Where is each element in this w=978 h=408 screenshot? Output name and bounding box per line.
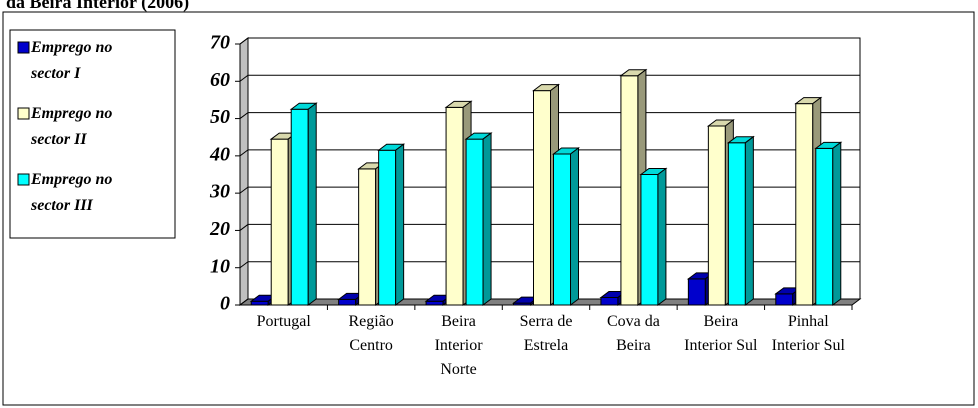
bar — [726, 135, 755, 306]
legend-entry: Emprego no sector I — [31, 39, 113, 82]
x-tick-label: Pinhal Interior Sul — [771, 313, 845, 354]
bar-face — [358, 168, 377, 306]
bar-face — [727, 142, 746, 306]
bar-face — [620, 75, 639, 306]
grid-line — [239, 74, 860, 82]
y-tick-label: 50 — [210, 106, 230, 128]
chart-title: da Beira Interior (2006) — [6, 0, 190, 12]
bar — [377, 143, 406, 306]
x-tick-label: Beira Interior Norte — [434, 313, 483, 378]
grid-line — [239, 37, 860, 45]
bar-face — [338, 298, 357, 306]
legend-entry: Emprego no sector II — [31, 105, 113, 148]
legend-swatch — [17, 107, 30, 120]
legend-entry: Emprego no sector III — [31, 171, 113, 214]
bar-face — [815, 147, 834, 306]
bar-face — [307, 102, 317, 306]
bar-face — [795, 103, 814, 306]
grid-line — [239, 149, 860, 157]
bar-face — [640, 174, 659, 306]
grid-line — [239, 112, 860, 119]
bar-face — [290, 108, 309, 306]
bar — [552, 146, 580, 306]
bar-face — [657, 167, 667, 306]
bar-face — [707, 125, 726, 306]
x-tick-label: Beira Interior Sul — [684, 313, 758, 354]
bar-face — [570, 146, 579, 306]
bar-face — [553, 153, 571, 306]
bar-face — [744, 135, 754, 306]
bar-face — [465, 138, 484, 306]
bar-face — [600, 297, 619, 306]
x-tick-label: Região Centro — [348, 313, 394, 354]
frame — [2, 11, 975, 406]
bar — [814, 141, 843, 306]
x-tick-label: Portugal — [256, 313, 311, 330]
legend-box — [9, 29, 176, 239]
bar-face — [250, 300, 269, 306]
y-tick-label: 20 — [209, 218, 230, 240]
bar-face — [395, 143, 405, 306]
y-tick-label: 30 — [209, 181, 230, 203]
bar-face — [533, 90, 551, 306]
bar — [289, 102, 318, 306]
bar-face — [425, 300, 444, 306]
bar-face — [445, 106, 464, 306]
bar-face — [482, 132, 492, 306]
bar-face — [775, 293, 794, 306]
bar-face — [378, 149, 397, 306]
bar — [464, 132, 493, 306]
bar — [619, 68, 648, 306]
y-tick-label: 40 — [209, 143, 230, 165]
y-tick-label: 0 — [220, 293, 230, 315]
bar-face — [687, 278, 706, 306]
bar-face — [270, 138, 289, 306]
x-tick-label: Serra de Estrela — [519, 313, 573, 354]
y-tick-label: 10 — [210, 255, 230, 277]
bar-face — [832, 141, 842, 306]
legend-swatch — [17, 41, 30, 54]
x-tick-label: Cova da Beira — [606, 313, 660, 354]
bar — [639, 167, 668, 306]
legend-swatch — [17, 173, 30, 186]
y-tick-label: 70 — [210, 32, 230, 54]
y-tick-label: 60 — [210, 69, 230, 91]
